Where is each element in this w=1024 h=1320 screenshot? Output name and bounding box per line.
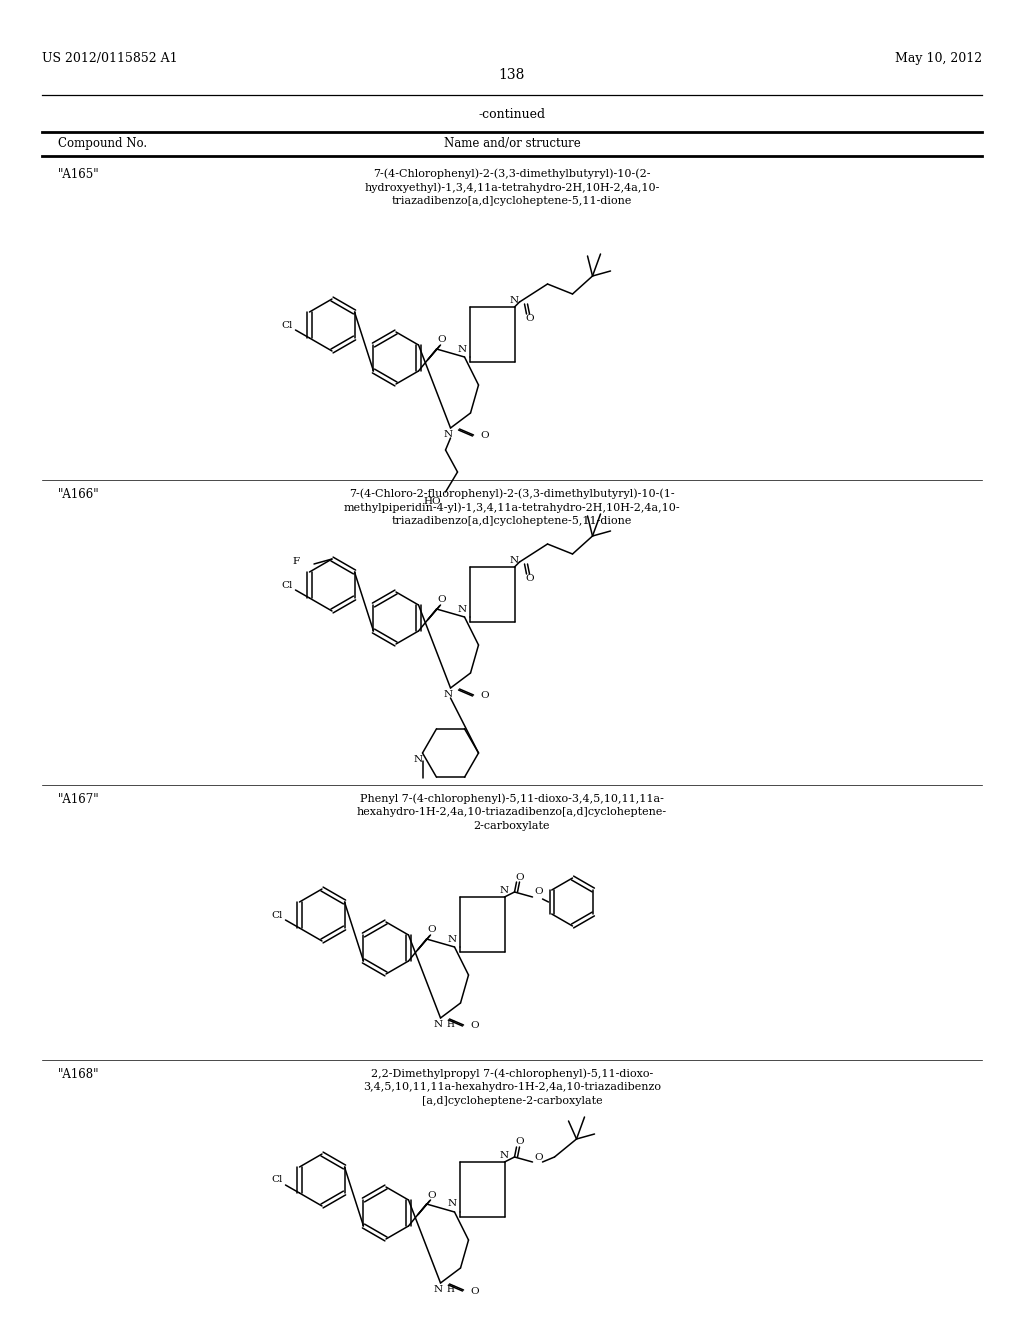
Text: 7-(4-Chloro-2-fluorophenyl)-2-(3,3-dimethylbutyryl)-10-(1-: 7-(4-Chloro-2-fluorophenyl)-2-(3,3-dimet… bbox=[349, 488, 675, 499]
Text: methylpiperidin-4-yl)-1,3,4,11a-tetrahydro-2H,10H-2,4a,10-: methylpiperidin-4-yl)-1,3,4,11a-tetrahyd… bbox=[344, 502, 680, 512]
Text: O: O bbox=[515, 1138, 524, 1147]
Text: O: O bbox=[437, 595, 445, 605]
Text: Cl: Cl bbox=[282, 581, 293, 590]
Text: 3,4,5,10,11,11a-hexahydro-1H-2,4a,10-triazadibenzo: 3,4,5,10,11,11a-hexahydro-1H-2,4a,10-tri… bbox=[362, 1082, 662, 1092]
Text: O: O bbox=[525, 314, 534, 323]
Text: O: O bbox=[480, 432, 489, 441]
Text: N: N bbox=[510, 296, 518, 305]
Text: triazadibenzo[a,d]cycloheptene-5,11-dione: triazadibenzo[a,d]cycloheptene-5,11-dion… bbox=[392, 195, 632, 206]
Text: N: N bbox=[444, 690, 453, 700]
Text: hydroxyethyl)-1,3,4,11a-tetrahydro-2H,10H-2,4a,10-: hydroxyethyl)-1,3,4,11a-tetrahydro-2H,10… bbox=[365, 182, 659, 193]
Text: N: N bbox=[458, 605, 467, 614]
Text: N: N bbox=[434, 1284, 443, 1294]
Text: N: N bbox=[434, 1020, 443, 1030]
Text: N: N bbox=[447, 1200, 457, 1209]
Text: N: N bbox=[510, 556, 518, 565]
Text: triazadibenzo[a,d]cycloheptene-5,11-dione: triazadibenzo[a,d]cycloheptene-5,11-dion… bbox=[392, 516, 632, 525]
Text: O: O bbox=[515, 873, 524, 882]
Text: 2-carboxylate: 2-carboxylate bbox=[474, 821, 550, 832]
Text: May 10, 2012: May 10, 2012 bbox=[895, 51, 982, 65]
Text: N: N bbox=[500, 886, 509, 895]
Text: Name and/or structure: Name and/or structure bbox=[443, 137, 581, 150]
Text: O: O bbox=[427, 1191, 436, 1200]
Text: N: N bbox=[414, 755, 423, 764]
Text: US 2012/0115852 A1: US 2012/0115852 A1 bbox=[42, 51, 177, 65]
Text: N: N bbox=[458, 345, 467, 354]
Text: "A168": "A168" bbox=[58, 1068, 99, 1081]
Text: 2,2-Dimethylpropyl 7-(4-chlorophenyl)-5,11-dioxo-: 2,2-Dimethylpropyl 7-(4-chlorophenyl)-5,… bbox=[371, 1068, 653, 1078]
Text: 7-(4-Chlorophenyl)-2-(3,3-dimethylbutyryl)-10-(2-: 7-(4-Chlorophenyl)-2-(3,3-dimethylbutyry… bbox=[374, 168, 650, 178]
Text: Cl: Cl bbox=[282, 321, 293, 330]
Text: Cl: Cl bbox=[271, 1176, 283, 1184]
Text: HO: HO bbox=[424, 498, 441, 506]
Text: "A166": "A166" bbox=[58, 488, 99, 502]
Text: [a,d]cycloheptene-2-carboxylate: [a,d]cycloheptene-2-carboxylate bbox=[422, 1096, 602, 1106]
Text: hexahydro-1H-2,4a,10-triazadibenzo[a,d]cycloheptene-: hexahydro-1H-2,4a,10-triazadibenzo[a,d]c… bbox=[357, 807, 667, 817]
Text: O: O bbox=[535, 887, 543, 896]
Text: O: O bbox=[535, 1152, 543, 1162]
Text: O: O bbox=[427, 925, 436, 935]
Text: "A167": "A167" bbox=[58, 793, 99, 807]
Text: O: O bbox=[525, 574, 534, 583]
Text: N: N bbox=[444, 430, 453, 440]
Text: O: O bbox=[470, 1287, 479, 1295]
Text: N: N bbox=[500, 1151, 509, 1160]
Text: F: F bbox=[293, 557, 300, 566]
Text: Phenyl 7-(4-chlorophenyl)-5,11-dioxo-3,4,5,10,11,11a-: Phenyl 7-(4-chlorophenyl)-5,11-dioxo-3,4… bbox=[360, 793, 664, 804]
Text: H: H bbox=[446, 1284, 455, 1294]
Text: 138: 138 bbox=[499, 69, 525, 82]
Text: -continued: -continued bbox=[478, 108, 546, 121]
Text: N: N bbox=[447, 935, 457, 944]
Text: "A165": "A165" bbox=[58, 168, 99, 181]
Text: O: O bbox=[470, 1022, 479, 1031]
Text: O: O bbox=[437, 335, 445, 345]
Text: O: O bbox=[480, 692, 489, 701]
Text: Cl: Cl bbox=[271, 911, 283, 920]
Text: Compound No.: Compound No. bbox=[58, 137, 147, 150]
Text: H: H bbox=[446, 1020, 455, 1030]
